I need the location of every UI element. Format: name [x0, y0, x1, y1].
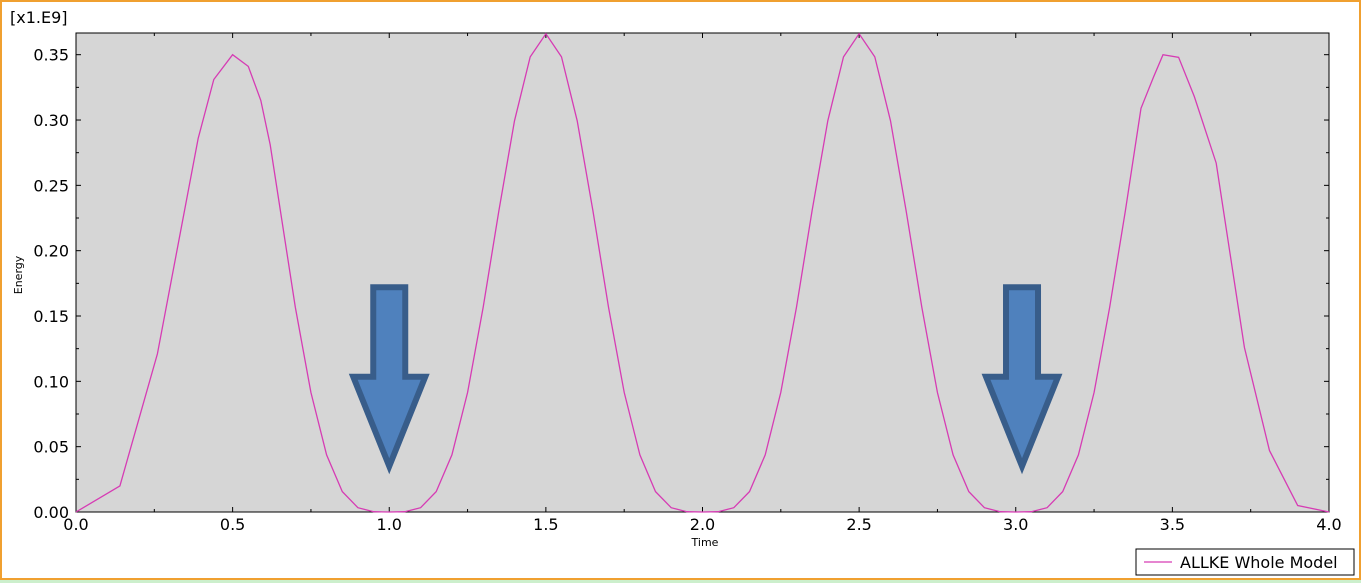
y-tick-label: 0.10	[33, 372, 69, 391]
y-tick-label: 0.20	[33, 242, 69, 261]
y-tick-label: 0.05	[33, 438, 69, 457]
legend-box	[1135, 548, 1355, 576]
x-tick-label: 3.5	[1160, 515, 1185, 534]
axis-ticks	[75, 33, 1330, 513]
x-tick-label: 1.5	[533, 515, 558, 534]
x-tick-label: 0.5	[220, 515, 245, 534]
x-tick-label: 2.5	[846, 515, 871, 534]
x-tick-labels: 0.0 0.5 1.0 1.5 2.0 2.5 3.0 3.5 4.0	[63, 515, 1341, 534]
arrow-down-annotation	[348, 284, 430, 475]
y-tick-label: 0.30	[33, 111, 69, 130]
y-tick-label: 0.15	[33, 307, 69, 326]
x-tick-label: 3.0	[1003, 515, 1028, 534]
x-tick-label: 2.0	[690, 515, 715, 534]
y-multiplier-label: [x1.E9]	[10, 8, 68, 27]
legend-label: ALLKE Whole Model	[1180, 553, 1338, 572]
plot-area	[75, 32, 1330, 513]
y-axis-label: Energy	[12, 255, 25, 294]
x-tick-label: 1.0	[377, 515, 402, 534]
legend: ALLKE Whole Model	[1135, 548, 1355, 576]
x-tick-label: 4.0	[1316, 515, 1341, 534]
arrow-down-annotation	[981, 284, 1063, 475]
y-tick-label: 0.35	[33, 46, 69, 65]
y-tick-label: 0.00	[33, 503, 69, 522]
x-tick-label: 0.0	[63, 515, 88, 534]
x-axis-label: Time	[691, 536, 719, 549]
y-tick-label: 0.25	[33, 176, 69, 195]
y-tick-labels: 0.00 0.05 0.10 0.15 0.20 0.25 0.30 0.35	[33, 46, 69, 522]
annotations	[348, 284, 1063, 475]
series-line-allke	[75, 32, 1330, 513]
